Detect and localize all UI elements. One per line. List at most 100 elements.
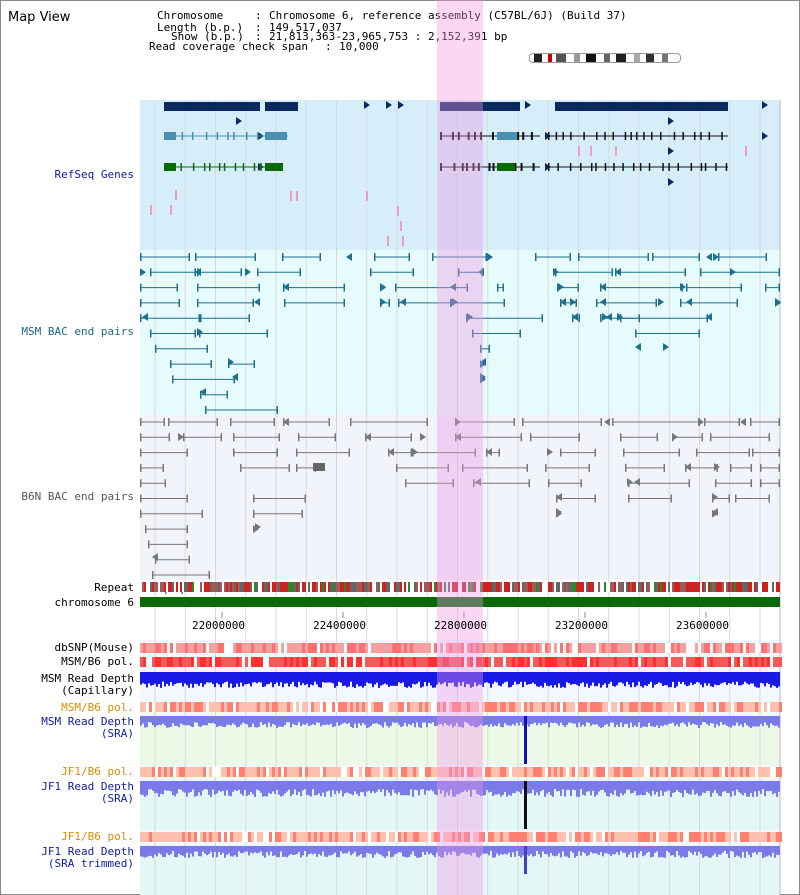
depth-bar [432,672,434,688]
depth-bar [336,781,338,791]
heat-cell [554,702,557,712]
depth-bar [160,846,162,855]
depth-bar [730,846,732,851]
depth-bar [574,846,576,858]
repeat-segment [392,582,394,592]
depth-bar [498,781,500,794]
depth-bar [462,672,464,682]
heat-cell [416,643,419,653]
bac-end [572,314,574,323]
bac-end [778,268,780,277]
repeat-segment [664,582,666,592]
bac-end [678,448,680,457]
heat-cell [764,702,767,712]
heat-cell [509,643,512,653]
depth-bar [694,672,696,684]
bac-end [545,463,547,472]
depth-bar [464,846,466,854]
heat-cell [524,702,527,712]
repeat-segment [200,582,202,592]
depth-bar [226,672,228,682]
heat-cell [215,643,218,653]
heat-cell [554,643,557,653]
depth-bar [144,846,146,858]
heat-cell [725,832,728,842]
depth-bar [716,672,718,686]
repeat-segment [360,582,362,592]
depth-bar [492,672,494,684]
depth-bar [736,781,738,790]
heat-cell [419,767,422,777]
b6n-bac-label: B6N BAC end pairs [21,490,134,503]
repeat-segment [586,582,588,592]
depth-bar [598,846,600,856]
bac-end-arrow [487,253,493,261]
bac-end [178,298,180,307]
gene-exon [514,163,517,171]
selection-highlight[interactable] [437,0,483,895]
repeat-segment [312,582,314,592]
heat-cell [623,702,626,712]
depth-bar [400,716,402,728]
heat-cell [593,702,596,712]
heat-cell [485,657,488,667]
depth-bar [224,846,226,858]
bac-end [730,463,732,472]
repeat-segment [718,582,720,592]
depth-bar [448,781,450,796]
heat-cell [632,767,635,777]
heat-cell [527,832,530,842]
heat-cell [653,643,656,653]
bac-end [466,283,468,292]
heat-cell [551,767,554,777]
heat-cell [248,832,251,842]
depth-bar [616,846,618,853]
depth-bar [604,716,606,725]
depth-bar [510,781,512,796]
heat-cell [362,702,365,712]
depth-bar [624,716,626,725]
repeat-segment [416,582,418,592]
heat-cell [641,657,644,667]
depth-bar [596,846,598,854]
heat-cell [332,643,335,653]
repeat-segment [290,582,292,592]
heat-cell [317,657,320,667]
chromosome-ideogram[interactable] [529,53,681,63]
depth-bar [350,716,352,727]
depth-bar [738,846,740,857]
depth-bar [668,716,670,724]
depth-bar [676,716,678,725]
repeat-segment [248,582,250,592]
depth-bar [392,672,394,686]
heat-cell [227,657,230,667]
repeat-segment [228,582,230,592]
depth-bar [320,716,322,727]
depth-bar [592,781,594,791]
depth-bar [692,716,694,724]
depth-bar [148,846,150,856]
heat-cell [377,767,380,777]
depth-bar [656,846,658,852]
depth-bar [776,846,778,855]
bac-end [750,418,752,426]
depth-bar [394,781,396,793]
repeat-segment [604,582,606,592]
depth-bar [212,672,214,685]
heat-cell [242,702,245,712]
heat-cell [320,643,323,653]
depth-bar [528,846,530,856]
depth-bar [556,672,558,688]
depth-bar [776,716,778,726]
depth-bar [290,846,292,854]
heat-cell [362,767,365,777]
bac-end [186,540,188,549]
depth-bar [496,716,498,727]
depth-bar [392,846,394,857]
bac-end-arrow [560,298,566,306]
depth-bar [252,846,254,854]
repeat-segment [346,582,348,592]
msm-b6-pol-label: MSM/B6 pol. [61,655,134,668]
bac-end [148,540,150,549]
